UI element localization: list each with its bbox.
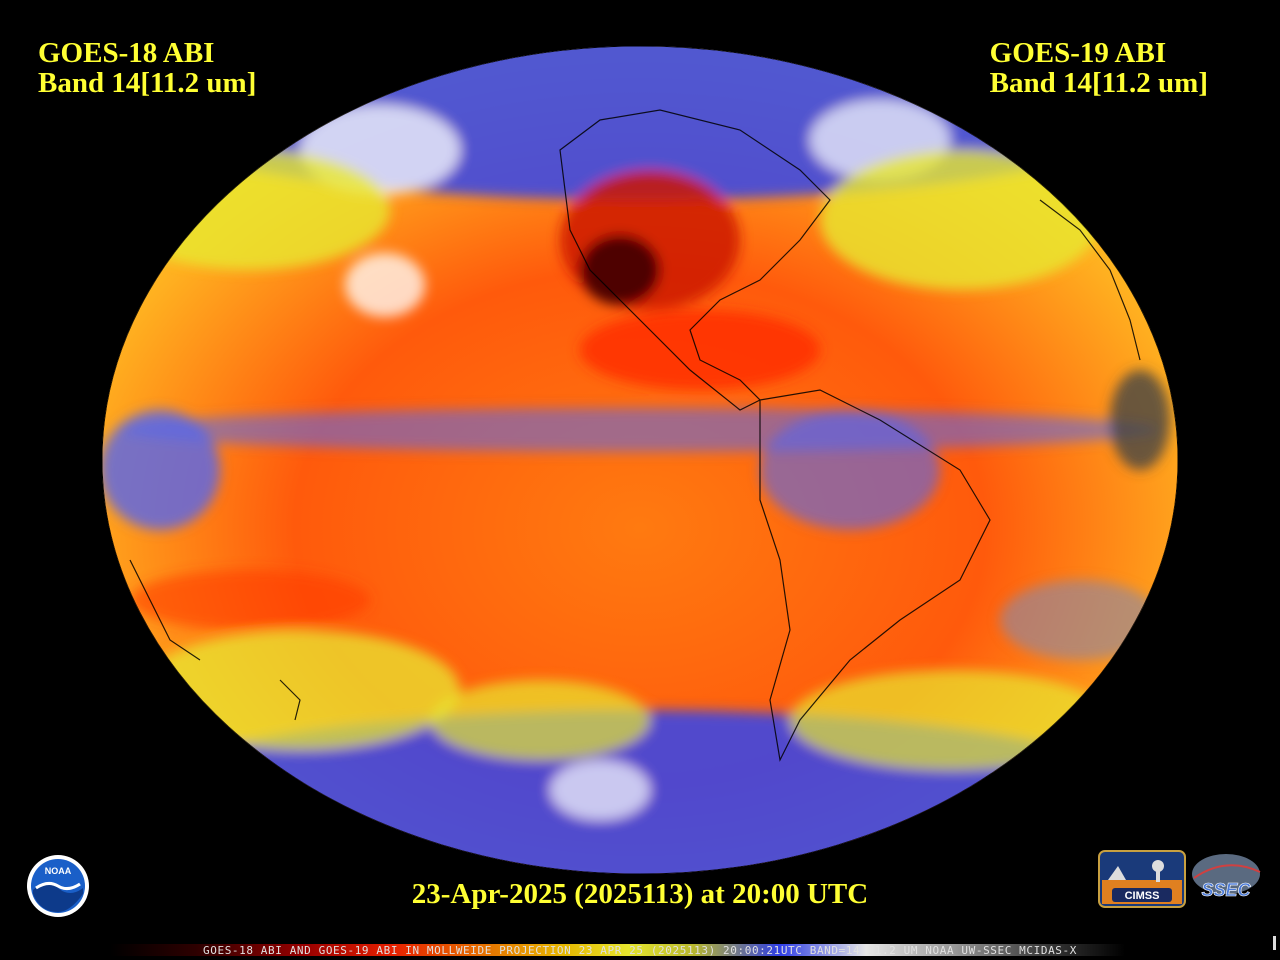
right-band-label: Band 14[11.2 um] [989, 67, 1208, 99]
corner-marker [1273, 936, 1276, 950]
noaa-logo: NOAA [27, 855, 89, 917]
left-satellite-label: GOES-18 ABI Band 14[11.2 um] [38, 38, 256, 98]
ssec-logo-text: SSEC [1201, 880, 1251, 900]
left-satellite-name: GOES-18 ABI [38, 37, 215, 69]
observation-datetime: 23-Apr-2025 (2025113) at 20:00 UTC [411, 878, 869, 910]
noaa-logo-text: NOAA [45, 866, 72, 876]
footer-caption: GOES-18 ABI AND GOES-19 ABI IN MOLLWEIDE… [203, 944, 1077, 957]
cimss-logo-text: CIMSS [1125, 890, 1160, 902]
right-satellite-name: GOES-19 ABI [989, 37, 1167, 69]
ssec-logo: SSEC [1192, 854, 1261, 900]
color-scale-bar [110, 944, 1190, 956]
right-satellite-label: GOES-19 ABI Band 14[11.2 um] [990, 38, 1208, 98]
cimss-logo: CIMSS [1098, 850, 1186, 908]
left-band-label: Band 14[11.2 um] [38, 67, 257, 99]
